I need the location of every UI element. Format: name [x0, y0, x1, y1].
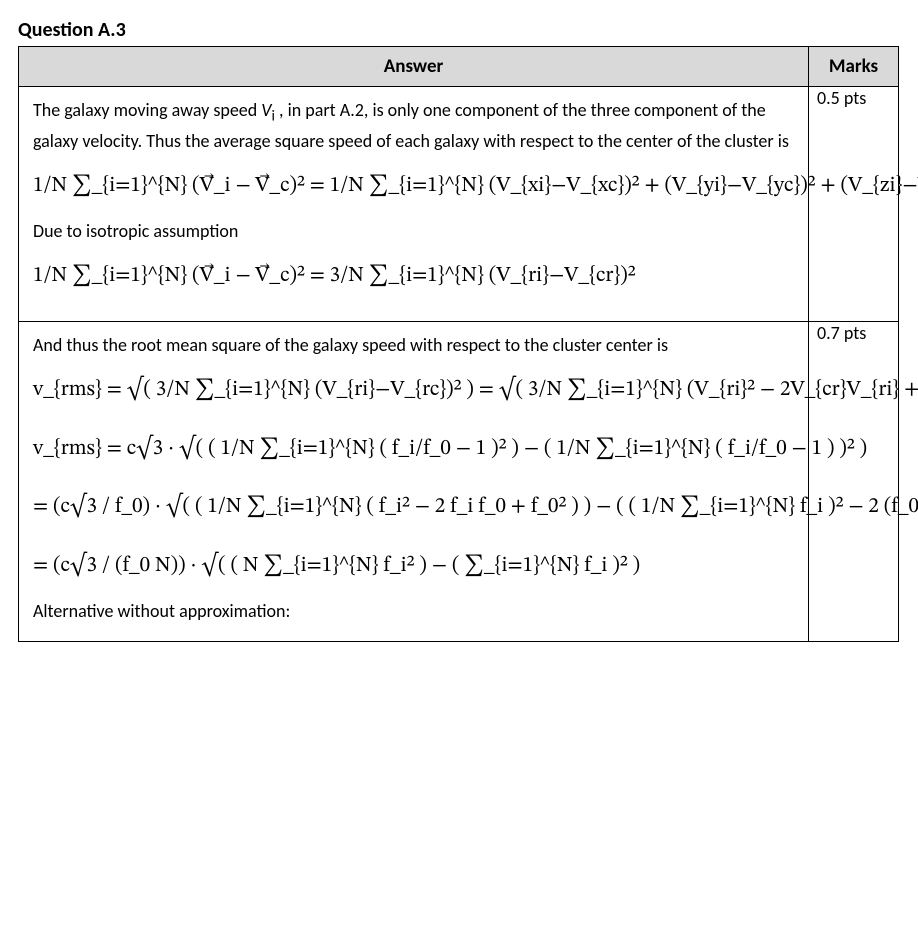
answer-cell-1: The galaxy moving away speed Vi , in par… [19, 87, 809, 322]
equation: v_{rms} = √( 3/N ∑_{i=1}^{N} (V_{ri}−V_{… [33, 363, 794, 418]
equation: = (c√3 / (f_0 N)) · √( ( N ∑_{i=1}^{N} f… [33, 539, 794, 594]
variable: V [261, 99, 271, 121]
answer-cell-2: And thus the root mean square of the gal… [19, 322, 809, 641]
header-answer: Answer [19, 47, 809, 87]
paragraph: Alternative without approximation: [33, 598, 794, 625]
table-row: The galaxy moving away speed Vi , in par… [19, 87, 899, 322]
header-marks: Marks [809, 47, 899, 87]
marks-cell-1: 0.5 pts [809, 87, 899, 322]
table-row: And thus the root mean square of the gal… [19, 322, 899, 641]
equation: 1/N ∑_{i=1}^{N} (V⃗_i − V⃗_c)² = 1/N ∑_{… [33, 159, 794, 214]
paragraph: And thus the root mean square of the gal… [33, 332, 794, 359]
paragraph: Due to isotropic assumption [33, 218, 794, 245]
question-title: Question A.3 [18, 18, 900, 42]
table-header-row: Answer Marks [19, 47, 899, 87]
equation: v_{rms} = c√3 · √( ( 1/N ∑_{i=1}^{N} ( f… [33, 422, 794, 477]
equation: 1/N ∑_{i=1}^{N} (V⃗_i − V⃗_c)² = 3/N ∑_{… [33, 249, 794, 304]
text: The galaxy moving away speed [33, 99, 261, 121]
paragraph: The galaxy moving away speed Vi , in par… [33, 97, 794, 155]
equation: = (c√3 / f_0) · √( ( 1/N ∑_{i=1}^{N} ( f… [33, 480, 794, 535]
marks-cell-2: 0.7 pts [809, 322, 899, 641]
answer-table: Answer Marks The galaxy moving away spee… [18, 46, 899, 642]
